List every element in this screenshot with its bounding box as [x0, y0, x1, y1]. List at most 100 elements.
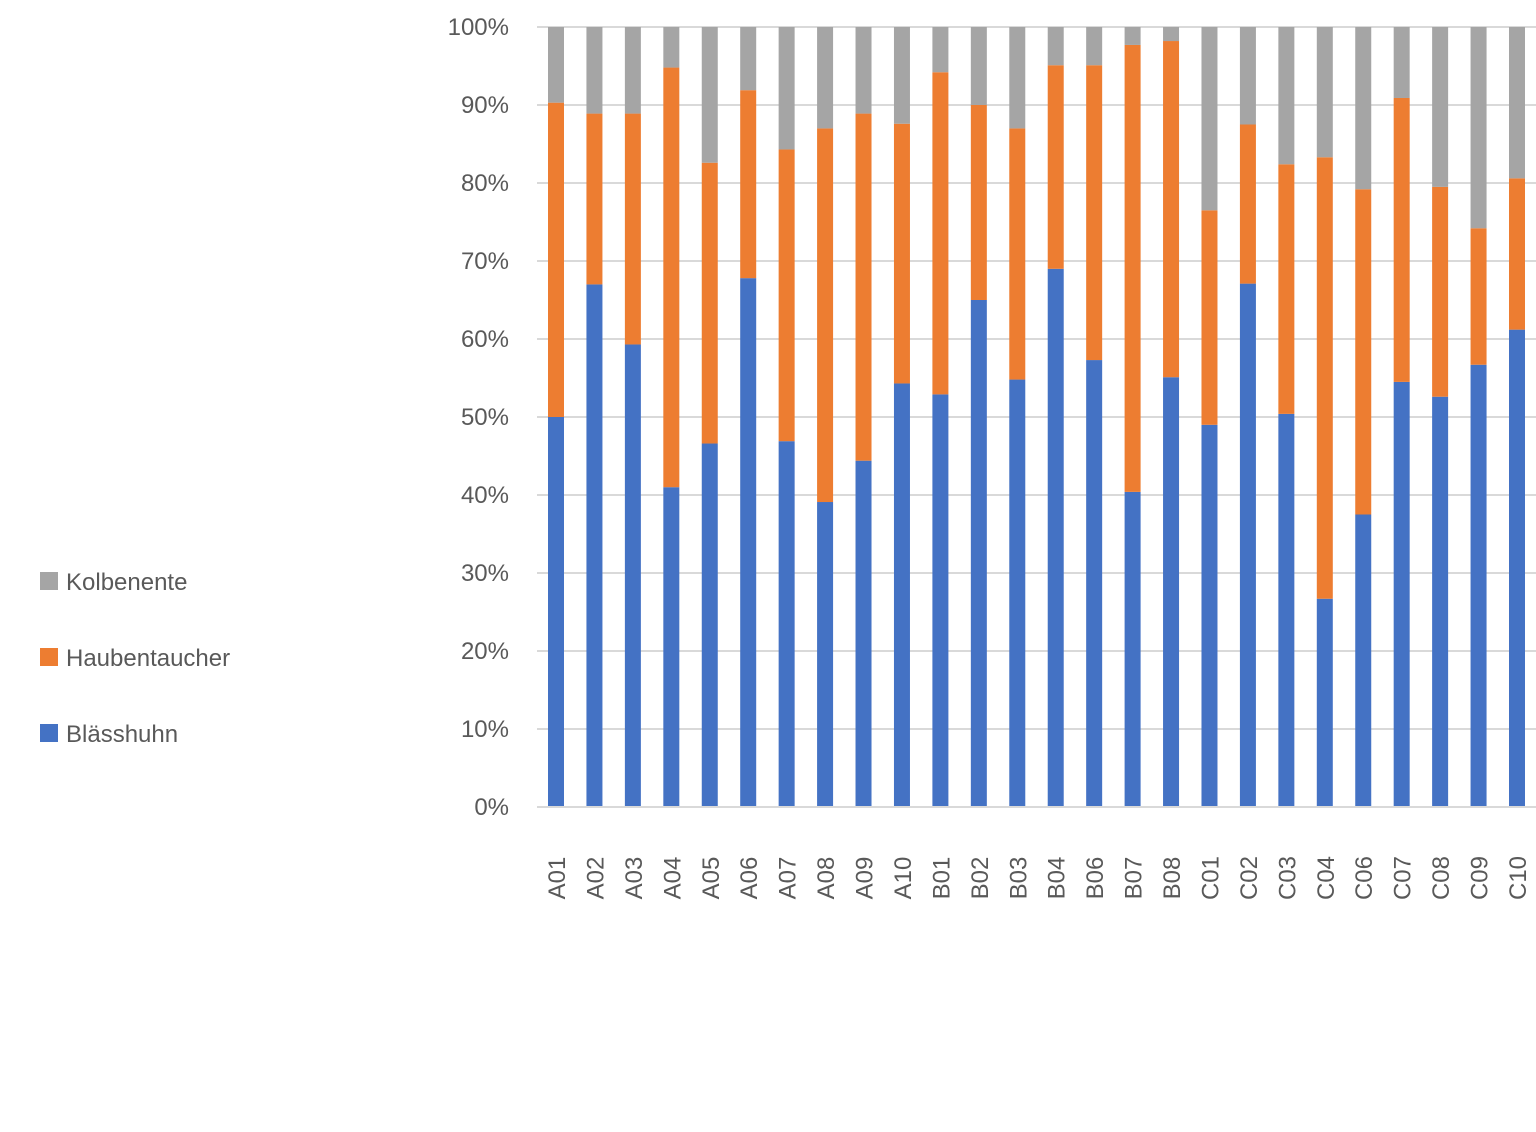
- legend-swatch: [40, 572, 58, 590]
- bar-segment: [932, 72, 949, 395]
- bar-segment: [663, 27, 680, 68]
- bar-segment: [1509, 27, 1525, 179]
- x-tick-label: A01: [544, 857, 571, 900]
- bar-segment: [701, 27, 718, 163]
- bar-segment: [663, 487, 680, 807]
- bar-segment: [1509, 329, 1525, 807]
- y-tick-label: 50%: [461, 404, 509, 431]
- x-axis: A01 A02 A03 A04 A05 A06 A07 A08 A09 A10 B01 B02 B03 B…: [537, 806, 1536, 900]
- bar-segment: [1432, 27, 1449, 187]
- bar-segment: [893, 383, 910, 807]
- bar-segment: [1163, 27, 1180, 42]
- bar-segment: [1163, 41, 1180, 378]
- bar-segment: [1009, 27, 1026, 129]
- bar-segment: [855, 113, 872, 461]
- x-tick-label: C06: [1351, 856, 1378, 900]
- bar-segment: [1239, 124, 1256, 284]
- y-tick-label: 80%: [461, 170, 509, 197]
- bar-segment: [1047, 268, 1064, 807]
- bar-segment: [548, 102, 564, 417]
- bar-segment: [624, 27, 641, 114]
- x-tick-label: C08: [1428, 856, 1455, 900]
- x-tick-label: B02: [967, 857, 994, 900]
- bar-segment: [663, 67, 680, 488]
- bar-segment: [624, 113, 641, 345]
- bar-segment: [1163, 377, 1180, 807]
- x-tick-label: A06: [736, 857, 763, 900]
- bar-segment: [855, 460, 872, 807]
- bar-segment: [778, 441, 795, 807]
- bar-segment: [1239, 283, 1256, 807]
- bar-segment: [778, 149, 795, 442]
- bar-segment: [1201, 27, 1218, 211]
- bar-segment: [932, 27, 949, 73]
- bars: [548, 27, 1525, 807]
- x-tick-label: C10: [1505, 856, 1532, 900]
- bar-segment: [740, 27, 757, 91]
- x-tick-label: C02: [1236, 856, 1263, 900]
- bar-segment: [548, 417, 564, 807]
- x-tick-label: A08: [813, 857, 840, 900]
- legend-label: Kolbenente: [66, 569, 187, 596]
- x-tick-label: A03: [621, 857, 648, 900]
- bar-segment: [970, 300, 987, 807]
- bar-segment: [740, 90, 757, 279]
- bar-segment: [1124, 44, 1141, 492]
- bar-segment: [893, 27, 910, 124]
- bar-segment: [1047, 27, 1064, 66]
- gridlines: [537, 26, 1536, 730]
- bar-segment: [586, 113, 603, 285]
- legend-label: Haubentaucher: [66, 645, 230, 672]
- x-tick-label: A05: [698, 857, 725, 900]
- x-tick-label: C07: [1390, 856, 1417, 900]
- bar-segment: [740, 278, 757, 807]
- bar-segment: [1124, 491, 1141, 807]
- bar-segment: [548, 27, 564, 103]
- x-tick-label: A04: [659, 857, 686, 900]
- bar-segment: [1278, 413, 1295, 807]
- x-tick-label: B04: [1044, 857, 1071, 900]
- bar-segment: [1239, 27, 1256, 125]
- bar-segment: [1509, 178, 1525, 330]
- bar-segment: [1047, 65, 1064, 269]
- y-tick-label: 20%: [461, 638, 509, 665]
- bar-segment: [586, 284, 603, 807]
- bar-segment: [932, 394, 949, 807]
- bar-segment: [1009, 128, 1026, 380]
- y-tick-label: 100%: [448, 14, 509, 41]
- x-tick-label: C04: [1313, 856, 1340, 900]
- x-tick-label: A07: [775, 857, 802, 900]
- y-axis: 0% 10% 20% 30% 40% 50% 60% 70% 80% 90% 100%: [448, 14, 509, 821]
- x-tick-label: B06: [1082, 857, 1109, 900]
- bar-segment: [1009, 379, 1026, 807]
- x-tick-label: A09: [852, 857, 879, 900]
- bar-segment: [817, 128, 834, 503]
- bar-segment: [624, 344, 641, 807]
- bar-segment: [1355, 27, 1372, 190]
- x-tick-label: A10: [890, 857, 917, 900]
- y-tick-label: 70%: [461, 248, 509, 275]
- bar-segment: [1393, 97, 1410, 382]
- bar-segment: [893, 123, 910, 384]
- x-tick-label: C09: [1467, 856, 1494, 900]
- bar-segment: [1086, 65, 1103, 361]
- bar-segment: [1355, 514, 1372, 807]
- x-tick-label: C03: [1274, 856, 1301, 900]
- x-tick-label: B08: [1159, 857, 1186, 900]
- bar-segment: [778, 27, 795, 150]
- bar-segment: [1278, 27, 1295, 165]
- bar-segment: [1278, 164, 1295, 414]
- bar-segment: [1086, 360, 1103, 807]
- bar-segment: [1355, 189, 1372, 515]
- bar-segment: [817, 502, 834, 807]
- bar-segment: [1470, 228, 1487, 365]
- x-tick-label: C01: [1197, 856, 1224, 900]
- x-tick-label: A02: [582, 857, 609, 900]
- bar-segment: [855, 27, 872, 114]
- bar-segment: [1432, 396, 1449, 807]
- legend-label: Blässhuhn: [66, 721, 178, 748]
- bar-segment: [1432, 186, 1449, 397]
- bar-segment: [970, 27, 987, 105]
- y-tick-label: 0%: [474, 794, 509, 821]
